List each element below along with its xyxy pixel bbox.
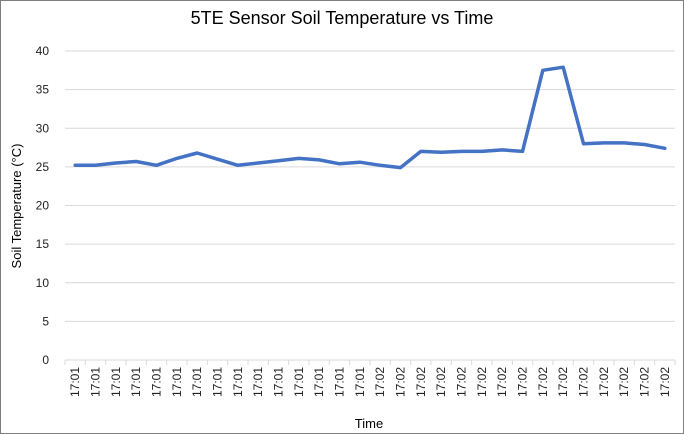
x-tick-label: 17:01 — [129, 367, 143, 397]
x-tick-label: 17:01 — [190, 367, 204, 397]
x-tick-label: 17:01 — [272, 367, 286, 397]
x-tick-label: 17:01 — [68, 367, 82, 397]
x-tick-label: 17:01 — [211, 367, 225, 397]
x-tick-label: 17:01 — [292, 367, 306, 397]
x-tick-label: 17:02 — [638, 367, 652, 397]
x-tick-label: 17:02 — [373, 367, 387, 397]
chart-title: 5TE Sensor Soil Temperature vs Time — [191, 8, 494, 28]
x-axis-title: Time — [355, 416, 383, 431]
x-tick-label: 17:02 — [394, 367, 408, 397]
x-tick-label: 17:02 — [577, 367, 591, 397]
x-tick-label: 17:02 — [658, 367, 672, 397]
x-tick-label: 17:02 — [556, 367, 570, 397]
x-tick-label: 17:02 — [617, 367, 631, 397]
y-tick-label: 15 — [36, 237, 50, 251]
y-tick-label: 40 — [36, 44, 50, 58]
x-tick-label: 17:02 — [516, 367, 530, 397]
x-tick-label: 17:01 — [231, 367, 245, 397]
x-tick-label: 17:01 — [150, 367, 164, 397]
y-tick-label: 10 — [36, 276, 50, 290]
y-tick-label: 0 — [42, 353, 49, 367]
series-line — [73, 65, 667, 170]
x-tick-label: 17:01 — [333, 367, 347, 397]
x-axis-ticks: 17:01 17:01 17:01 17:01 17:01 17:01 17:01 17:01… — [64, 360, 676, 397]
x-tick-label: 17:01 — [312, 367, 326, 397]
x-tick-label: 17:01 — [89, 367, 103, 397]
y-tick-label: 30 — [36, 121, 50, 135]
x-tick-label: 17:02 — [536, 367, 550, 397]
x-tick-label: 17:01 — [170, 367, 184, 397]
gridlines — [65, 50, 675, 361]
y-tick-label: 5 — [42, 314, 49, 328]
series-layer — [73, 65, 667, 170]
x-tick-label: 17:01 — [109, 367, 123, 397]
x-tick-label: 17:01 — [353, 367, 367, 397]
y-axis-ticks: 0 5 10 15 20 25 30 35 40 — [36, 44, 50, 367]
x-tick-label: 17:02 — [455, 367, 469, 397]
x-tick-label: 17:02 — [475, 367, 489, 397]
y-tick-label: 25 — [36, 160, 50, 174]
x-tick-label: 17:02 — [495, 367, 509, 397]
y-axis-title: Soil Temperature (°C) — [9, 144, 24, 269]
x-tick-label: 17:02 — [414, 367, 428, 397]
y-tick-label: 20 — [36, 199, 50, 213]
x-tick-label: 17:02 — [434, 367, 448, 397]
y-tick-label: 35 — [36, 83, 50, 97]
x-tick-label: 17:02 — [597, 367, 611, 397]
x-tick-label: 17:01 — [251, 367, 265, 397]
